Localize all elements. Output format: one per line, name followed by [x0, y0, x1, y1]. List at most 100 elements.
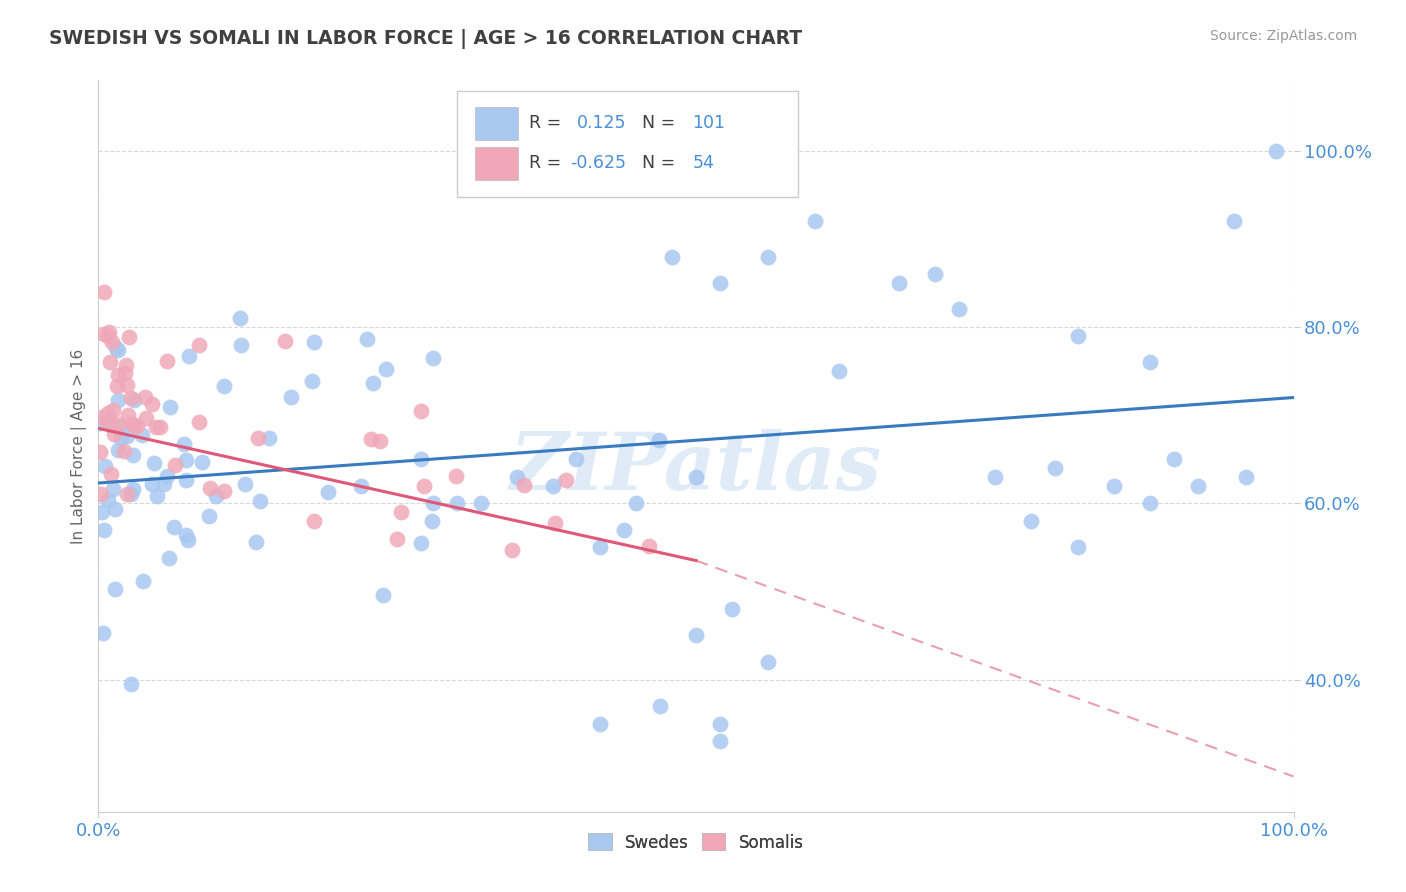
Point	[98, 325, 121, 339]
Point	[93, 523, 115, 537]
Point	[159, 400, 181, 414]
Point	[121, 417, 143, 431]
Point	[446, 468, 468, 483]
Point	[115, 487, 138, 501]
Point	[205, 490, 228, 504]
FancyBboxPatch shape	[475, 107, 517, 140]
Point	[103, 426, 125, 441]
Point	[152, 477, 174, 491]
Point	[114, 366, 136, 380]
Point	[626, 496, 648, 510]
Point	[501, 542, 523, 557]
Point	[638, 539, 661, 553]
Point	[470, 496, 492, 510]
Point	[122, 392, 145, 407]
Point	[302, 335, 325, 350]
Point	[411, 404, 433, 418]
Point	[589, 541, 612, 555]
Point	[589, 716, 612, 731]
Point	[98, 355, 122, 369]
Point	[565, 452, 588, 467]
Point	[115, 428, 138, 442]
Point	[1139, 496, 1161, 510]
Point	[90, 506, 112, 520]
Point	[422, 351, 444, 365]
Point	[709, 734, 731, 748]
Point	[948, 302, 970, 317]
Point	[131, 427, 153, 442]
Point	[122, 417, 145, 432]
Point	[360, 433, 382, 447]
Point	[1264, 144, 1286, 158]
Point	[1019, 514, 1042, 528]
Point	[173, 437, 195, 451]
Point	[177, 533, 200, 548]
Y-axis label: In Labor Force | Age > 16: In Labor Force | Age > 16	[72, 349, 87, 543]
Point	[90, 410, 112, 425]
Text: ZIPatlas: ZIPatlas	[510, 429, 882, 507]
Point	[114, 359, 136, 373]
Point	[1234, 470, 1257, 484]
Point	[107, 379, 129, 393]
Point	[134, 390, 156, 404]
Point	[1043, 461, 1066, 475]
Point	[89, 416, 111, 430]
Point	[112, 443, 135, 458]
Point	[648, 698, 672, 713]
Point	[97, 329, 120, 343]
Point	[141, 397, 163, 411]
Point	[385, 532, 409, 546]
FancyBboxPatch shape	[475, 147, 517, 180]
Point	[120, 677, 142, 691]
Point	[984, 470, 1007, 484]
Point	[101, 402, 124, 417]
Point	[110, 431, 132, 445]
Point	[721, 602, 744, 616]
Point	[371, 588, 394, 602]
Point	[174, 528, 197, 542]
Point	[228, 311, 250, 326]
Point	[422, 514, 444, 528]
Point	[107, 392, 129, 407]
Point	[804, 214, 827, 228]
Legend: Swedes, Somalis: Swedes, Somalis	[582, 827, 810, 858]
FancyBboxPatch shape	[457, 91, 797, 197]
Point	[555, 473, 578, 487]
Point	[647, 433, 669, 447]
Point	[163, 458, 186, 473]
Point	[661, 250, 683, 264]
Point	[101, 482, 124, 496]
Point	[411, 452, 433, 467]
Point	[100, 467, 122, 481]
Point	[613, 523, 636, 537]
Point	[257, 431, 280, 445]
Point	[544, 516, 567, 530]
Point	[107, 343, 129, 358]
Point	[828, 364, 851, 378]
Point	[125, 418, 148, 433]
Point	[235, 477, 257, 491]
Point	[513, 477, 536, 491]
Point	[1067, 541, 1090, 555]
Point	[107, 417, 129, 432]
Point	[90, 487, 112, 501]
Point	[93, 326, 115, 341]
Point	[247, 431, 270, 445]
Point	[191, 455, 214, 469]
Point	[356, 332, 378, 346]
Point	[924, 267, 946, 281]
Point	[301, 374, 323, 388]
Point	[363, 376, 385, 391]
Point	[174, 473, 197, 487]
Point	[709, 716, 731, 731]
Point	[97, 406, 120, 420]
Point	[145, 489, 167, 503]
Point	[756, 655, 779, 669]
Text: R =: R =	[529, 154, 561, 172]
Point	[157, 551, 180, 566]
Point	[685, 470, 707, 484]
Point	[229, 338, 252, 352]
Point	[97, 493, 120, 508]
Point	[197, 508, 219, 523]
Point	[120, 487, 142, 501]
